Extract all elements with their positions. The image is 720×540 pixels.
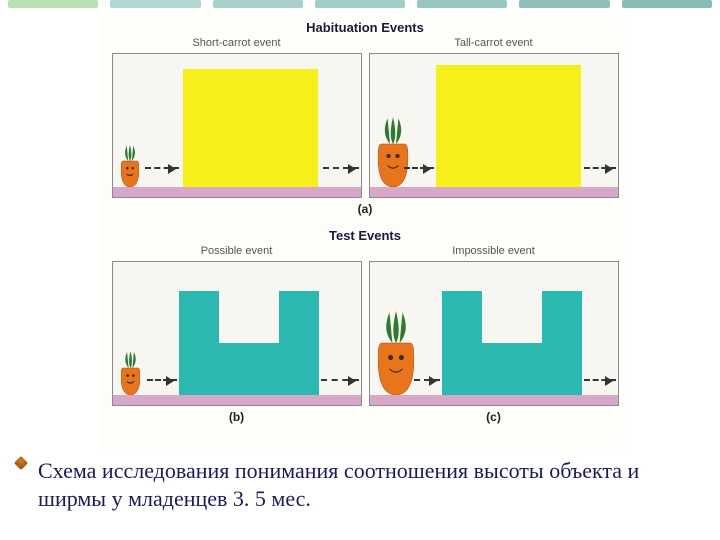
figure-area: Habituation Events Short-carrot event Ta… [100,14,630,454]
occluder-u [442,291,582,395]
carrot-icon [121,145,139,187]
panel [369,261,619,406]
habituation-title: Habituation Events [100,20,630,35]
motion-arrow [321,379,359,381]
motion-arrow [584,167,616,169]
panel-impossible: Impossible event (c) [367,245,620,424]
motion-arrow [414,379,440,381]
panel-tall-carrot: Tall-carrot event [367,37,620,198]
floor [113,395,361,405]
bullet-icon [14,456,28,470]
marker-c: (c) [486,410,501,424]
habituation-row: Short-carrot event Tall-carrot event [110,37,620,198]
panel [112,261,362,406]
panel-label: Short-carrot event [192,37,280,51]
motion-arrow [323,167,359,169]
floor [113,187,361,197]
panel-label: Possible event [201,245,273,259]
marker-a: (a) [100,202,630,216]
panel-label: Impossible event [452,245,535,259]
test-row: Possible event (b) Impossible event [110,245,620,424]
floor [370,395,618,405]
slide-caption: Схема исследования понимания соотношения… [38,457,690,512]
motion-arrow [584,379,616,381]
motion-arrow [404,167,434,169]
floor [370,187,618,197]
panel-short-carrot: Short-carrot event [110,37,363,198]
motion-arrow [145,167,179,169]
decorative-top-bars [0,0,720,10]
carrot-icon [121,351,140,395]
test-title: Test Events [100,228,630,243]
carrot-icon [378,117,408,187]
occluder-solid [183,69,318,187]
occluder-u [179,291,319,395]
marker-b: (b) [229,410,244,424]
panel [369,53,619,198]
panel-label: Tall-carrot event [454,37,532,51]
panel [112,53,362,198]
motion-arrow [147,379,177,381]
carrot-icon [378,311,414,395]
occluder-solid [436,65,581,187]
panel-possible: Possible event (b) [110,245,363,424]
